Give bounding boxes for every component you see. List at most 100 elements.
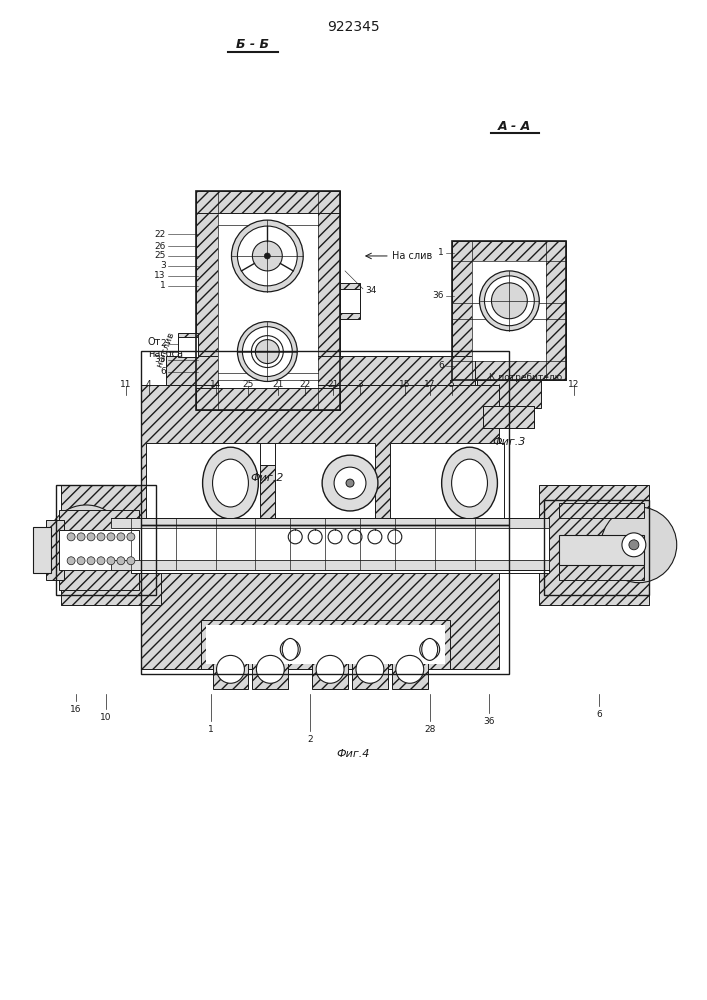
Ellipse shape: [452, 459, 487, 507]
Circle shape: [216, 655, 245, 683]
Circle shape: [396, 655, 423, 683]
Bar: [141, 525, 509, 674]
Circle shape: [243, 327, 292, 376]
Bar: [484, 406, 534, 428]
Circle shape: [77, 557, 85, 565]
Text: 36: 36: [484, 717, 495, 726]
Bar: [392, 644, 428, 689]
Bar: [230, 443, 306, 465]
Bar: [177, 337, 198, 357]
Bar: [196, 388, 340, 410]
Circle shape: [117, 557, 125, 565]
Bar: [452, 241, 566, 380]
Bar: [452, 241, 566, 380]
Bar: [275, 443, 375, 523]
Text: 16: 16: [70, 705, 82, 714]
Bar: [141, 525, 499, 669]
Circle shape: [257, 655, 284, 683]
Bar: [472, 261, 547, 361]
Text: 6: 6: [160, 367, 165, 376]
Circle shape: [252, 241, 282, 271]
Bar: [33, 527, 51, 573]
Circle shape: [622, 533, 646, 557]
Text: 26: 26: [154, 242, 165, 251]
Circle shape: [368, 530, 382, 544]
Bar: [46, 520, 64, 580]
Circle shape: [388, 530, 402, 544]
Text: Б - Б: Б - Б: [236, 38, 269, 51]
Circle shape: [629, 540, 639, 550]
Circle shape: [348, 530, 362, 544]
Text: 3: 3: [160, 261, 165, 270]
Text: 6: 6: [596, 710, 602, 719]
Bar: [177, 333, 198, 361]
Circle shape: [87, 533, 95, 541]
Bar: [111, 528, 549, 560]
Bar: [131, 518, 549, 573]
Circle shape: [264, 253, 270, 259]
Text: Фиг.2: Фиг.2: [251, 473, 284, 483]
Circle shape: [67, 557, 75, 565]
Circle shape: [107, 533, 115, 541]
Text: 36: 36: [432, 291, 444, 300]
Circle shape: [601, 507, 677, 583]
Bar: [559, 503, 644, 518]
Bar: [340, 283, 360, 319]
Bar: [59, 530, 139, 570]
Bar: [56, 485, 156, 595]
Text: 21: 21: [327, 380, 339, 389]
Bar: [252, 644, 288, 689]
Text: 22: 22: [155, 230, 165, 239]
Ellipse shape: [213, 459, 248, 507]
Text: 28: 28: [424, 725, 436, 734]
Text: Фиг.4: Фиг.4: [337, 749, 370, 759]
Bar: [352, 644, 388, 689]
Text: А - А: А - А: [498, 120, 531, 133]
Text: 34: 34: [365, 286, 376, 295]
Text: 922345: 922345: [327, 20, 380, 34]
Circle shape: [280, 639, 300, 659]
Bar: [223, 410, 313, 445]
Circle shape: [255, 340, 279, 364]
Bar: [51, 390, 659, 699]
Circle shape: [87, 557, 95, 565]
Circle shape: [328, 530, 342, 544]
Text: 22: 22: [300, 380, 311, 389]
Text: Фиг.3: Фиг.3: [493, 437, 526, 447]
Bar: [213, 644, 248, 689]
Circle shape: [484, 276, 534, 326]
Bar: [230, 443, 306, 465]
Text: 4: 4: [146, 380, 151, 389]
Circle shape: [97, 533, 105, 541]
Bar: [340, 289, 360, 313]
Circle shape: [356, 655, 384, 683]
Bar: [146, 443, 260, 523]
Bar: [196, 191, 340, 410]
Circle shape: [288, 530, 302, 544]
Text: К потребителю: К потребителю: [489, 373, 563, 382]
Ellipse shape: [282, 638, 298, 660]
Text: 6: 6: [438, 361, 444, 370]
Text: 15: 15: [399, 380, 411, 389]
Bar: [390, 443, 504, 523]
Circle shape: [77, 533, 85, 541]
Text: На слив: На слив: [392, 251, 432, 261]
Bar: [196, 191, 340, 213]
Text: 3: 3: [357, 380, 363, 389]
Text: 25: 25: [243, 380, 254, 389]
Text: 17: 17: [424, 380, 436, 389]
Bar: [477, 380, 542, 408]
Text: 2: 2: [160, 339, 165, 348]
Bar: [312, 644, 348, 689]
Text: 25: 25: [154, 251, 165, 260]
Bar: [559, 535, 644, 565]
Text: 1: 1: [160, 281, 165, 290]
Bar: [196, 191, 340, 410]
Circle shape: [238, 322, 297, 381]
Circle shape: [46, 505, 126, 585]
Circle shape: [334, 467, 366, 499]
Bar: [141, 351, 509, 525]
Text: 14: 14: [210, 380, 221, 389]
Bar: [111, 560, 549, 570]
Circle shape: [97, 557, 105, 565]
